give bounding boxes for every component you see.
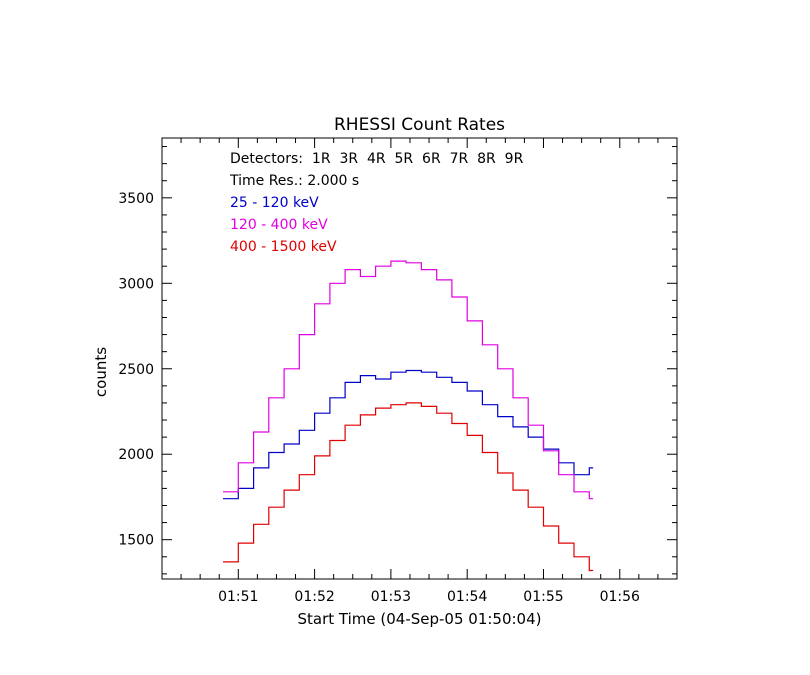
legend-entry-1: 25 - 120 keV (230, 195, 319, 211)
legend-entry-2: 120 - 400 keV (230, 217, 328, 233)
x-tick-label: 01:55 (523, 589, 563, 605)
x-tick-label: 01:54 (447, 589, 487, 605)
plot-frame (161, 137, 678, 580)
axis-tick-labels: 01:51 01:52 01:53 01:54 01:55 01:56 1500 2000 25… (118, 191, 640, 605)
y-tick-label: 3000 (118, 276, 154, 292)
time-res-annotation: Time Res.: 2.000 s (229, 173, 359, 189)
detectors-annotation: Detectors: 1R 3R 4R 5R 6R 7R 8R 9R (230, 151, 524, 167)
x-tick-label: 01:52 (294, 589, 334, 605)
y-tick-label: 3500 (118, 191, 154, 207)
legend-entry-3: 400 - 1500 keV (230, 239, 337, 255)
y-axis-label: counts (92, 347, 110, 397)
y-tick-label: 1500 (118, 533, 154, 549)
series-line-1 (223, 369, 594, 500)
chart-title: RHESSI Count Rates (334, 115, 505, 135)
series-line-2 (223, 260, 594, 500)
legend: 25 - 120 keV 120 - 400 keV 400 - 1500 keV (230, 195, 337, 255)
y-tick-label: 2500 (118, 362, 154, 378)
x-axis-label: Start Time (04-Sep-05 01:50:04) (298, 610, 542, 628)
axis-ticks (162, 138, 678, 579)
x-tick-label: 01:51 (218, 589, 258, 605)
x-tick-label: 01:53 (371, 589, 411, 605)
y-tick-label: 2000 (118, 447, 154, 463)
series-lines (223, 260, 594, 572)
series-line-3 (223, 402, 594, 572)
x-tick-label: 01:56 (600, 589, 640, 605)
